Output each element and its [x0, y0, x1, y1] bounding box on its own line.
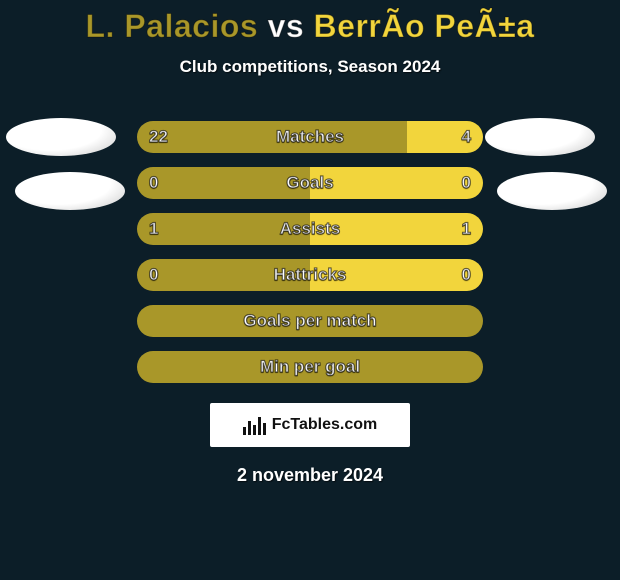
stat-label: Assists — [137, 219, 483, 239]
stat-label: Min per goal — [137, 357, 483, 377]
title-vs: vs — [268, 8, 305, 44]
branding-badge: FcTables.com — [210, 403, 410, 447]
stat-value-right: 1 — [462, 219, 471, 239]
avatar-player2-1 — [485, 118, 595, 156]
stat-value-left: 0 — [149, 173, 158, 193]
branding-bars-icon — [243, 415, 266, 435]
stat-row: Assists1 1 — [137, 213, 483, 245]
stat-value-left: 22 — [149, 127, 168, 147]
stat-row: Goals per match — [137, 305, 483, 337]
branding-text: FcTables.com — [272, 416, 378, 434]
stat-label: Matches — [137, 127, 483, 147]
stat-value-left: 0 — [149, 265, 158, 285]
stat-row: Goals0 0 — [137, 167, 483, 199]
stat-row: Min per goal — [137, 351, 483, 383]
title-player1: L. Palacios — [85, 8, 258, 44]
stat-label: Hattricks — [137, 265, 483, 285]
stat-row: Matches22 4 — [137, 121, 483, 153]
subtitle: Club competitions, Season 2024 — [0, 57, 620, 77]
avatar-player1-2 — [15, 172, 125, 210]
stat-value-right: 0 — [462, 265, 471, 285]
avatar-player1-1 — [6, 118, 116, 156]
page-title: L. Palacios vs BerrÃ­o PeÃ±a — [0, 0, 620, 45]
stat-label: Goals per match — [137, 311, 483, 331]
comparison-bars: Matches224Goals00Assists11Hattricks00Goa… — [137, 121, 483, 383]
avatar-player2-2 — [497, 172, 607, 210]
stat-value-left: 1 — [149, 219, 158, 239]
title-player2: BerrÃ­o PeÃ±a — [314, 8, 535, 44]
stat-value-right: 0 — [462, 173, 471, 193]
date-text: 2 november 2024 — [0, 465, 620, 486]
stat-row: Hattricks0 0 — [137, 259, 483, 291]
stat-value-right: 4 — [462, 127, 471, 147]
stat-label: Goals — [137, 173, 483, 193]
